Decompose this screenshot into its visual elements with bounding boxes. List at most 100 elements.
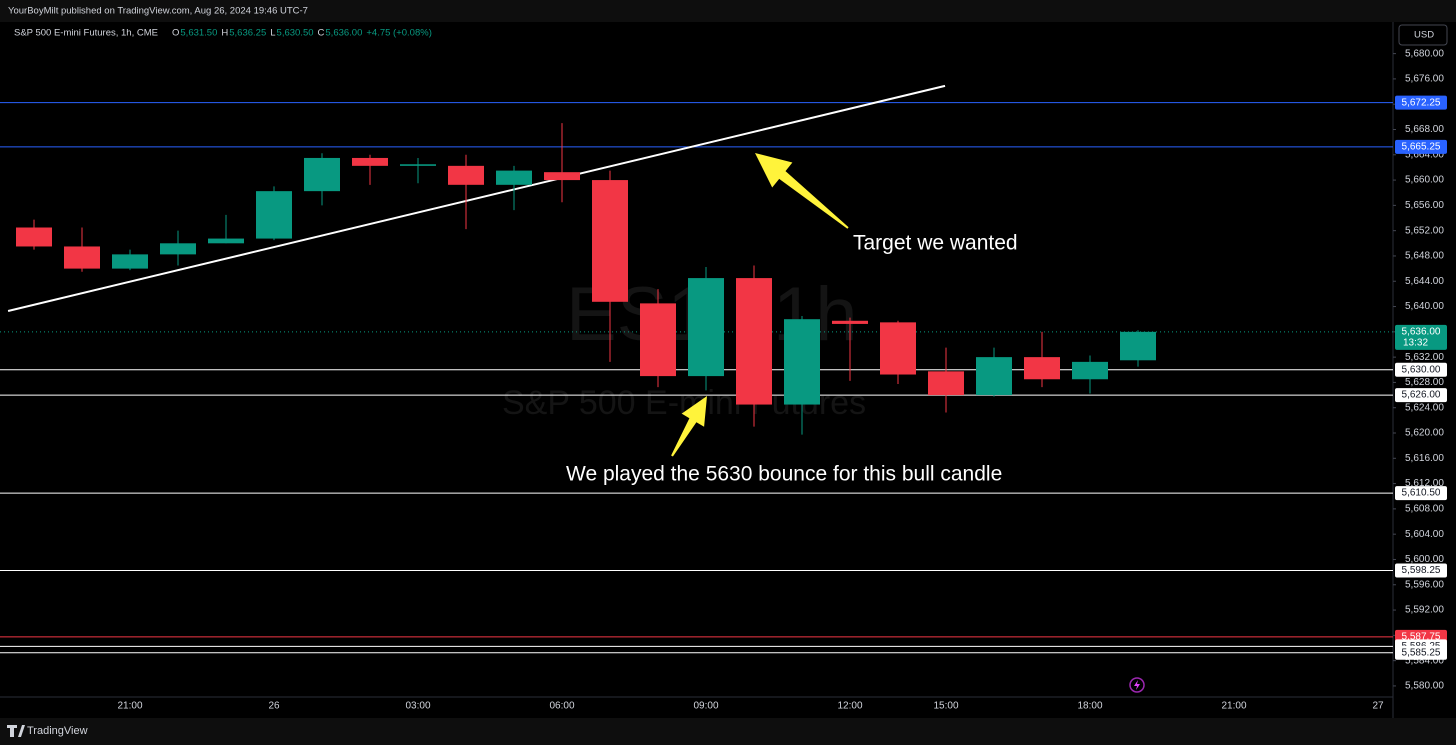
candle-body: [592, 180, 628, 302]
x-tick-label: 15:00: [933, 701, 958, 712]
alert-icon-bolt: [1134, 680, 1140, 690]
candle-body: [400, 164, 436, 166]
level-label: 5,598.25: [1402, 565, 1441, 576]
change: +4.75 (+0.08%): [366, 28, 432, 39]
ohlc-key: L: [270, 28, 275, 39]
candle-body: [1072, 361, 1108, 380]
candle-body: [256, 191, 292, 239]
ohlc-value: 5,631.50: [180, 28, 217, 39]
y-tick-label: 5,648.00: [1405, 251, 1444, 262]
top-bar: [0, 0, 1456, 22]
y-tick-label: 5,628.00: [1405, 377, 1444, 388]
level-label: 5,585.25: [1402, 647, 1441, 658]
x-tick-label: 18:00: [1077, 701, 1102, 712]
currency[interactable]: USD: [1414, 30, 1434, 41]
level-label: 5,610.50: [1402, 488, 1441, 499]
plot: [0, 84, 1393, 654]
trendline: [7, 84, 946, 312]
level-label-box: [1395, 486, 1447, 501]
y-tick-label: 5,676.00: [1405, 74, 1444, 85]
y-tick-label: 5,604.00: [1405, 529, 1444, 540]
level-label: 5,626.00: [1402, 390, 1441, 401]
candle-body: [160, 243, 196, 255]
symbol: S&P 500 E-mini Futures, 1h, CME: [14, 28, 158, 39]
y-tick-label: 5,616.00: [1405, 453, 1444, 464]
y-tick-label: 5,652.00: [1405, 225, 1444, 236]
x-tick-label: 03:00: [405, 701, 430, 712]
y-tick-label: 5,640.00: [1405, 301, 1444, 312]
candle-body: [64, 246, 100, 269]
candle-body: [736, 278, 772, 405]
x-tick-label: 12:00: [837, 701, 862, 712]
candle-body: [544, 172, 580, 181]
arrow: [671, 396, 707, 457]
arrow: [755, 153, 849, 229]
x-tick-label: 21:00: [1221, 701, 1246, 712]
ohlc-value: 5,636.00: [325, 28, 362, 39]
annotation: Target we wanted: [853, 232, 1018, 255]
level-label-box: [1395, 362, 1447, 377]
level-label-box: [1395, 95, 1447, 110]
y-tick-label: 5,656.00: [1405, 200, 1444, 211]
candle-body: [208, 238, 244, 244]
candle-body: [784, 319, 820, 405]
y-tick-label: 5,580.00: [1405, 681, 1444, 692]
candle-body: [1024, 357, 1060, 380]
ohlc-key: C: [318, 28, 325, 39]
level-label-box: [1395, 388, 1447, 403]
candle-body: [112, 254, 148, 269]
y-tick-label: 5,624.00: [1405, 402, 1444, 413]
candle-body: [448, 165, 484, 185]
ohlc-key: O: [172, 28, 179, 39]
y-tick-label: 5,584.00: [1405, 655, 1444, 666]
candle-body: [928, 371, 964, 396]
legend: S&P 500 E-mini Futures, 1h, CME O 5,631.5…: [14, 28, 432, 39]
publisher: YourBoyMilt published on TradingView.com…: [8, 6, 308, 17]
y-tick-label: 5,612.00: [1405, 478, 1444, 489]
annotation: We played the 5630 bounce for this bull …: [566, 463, 1002, 486]
candle-body: [688, 278, 724, 377]
y-tick-label: 5,592.00: [1405, 605, 1444, 616]
bottom-bar: [0, 718, 1456, 745]
x-tick-label: 26: [268, 701, 280, 712]
y-tick-label: 5,620.00: [1405, 428, 1444, 439]
y-tick-label: 5,632.00: [1405, 352, 1444, 363]
level-label-box: [1395, 563, 1447, 578]
candle-body: [640, 303, 676, 377]
candle-body: [832, 320, 868, 324]
candle-body: [304, 157, 340, 192]
level-label: 5,672.25: [1402, 97, 1441, 108]
candle-body: [496, 170, 532, 185]
y-tick-label: 5,680.00: [1405, 48, 1444, 59]
ohlc-value: 5,636.25: [229, 28, 266, 39]
brand: TradingView: [27, 725, 88, 737]
level-label-box: [1395, 139, 1447, 154]
x-tick-label: 06:00: [549, 701, 574, 712]
x-tick-label: 27: [1372, 701, 1384, 712]
ohlc-value: 5,630.50: [277, 28, 314, 39]
level-label: 5,630.00: [1402, 364, 1441, 375]
y-tick-label: 5,600.00: [1405, 554, 1444, 565]
brand-logo: [7, 725, 25, 737]
alert-icon[interactable]: [1129, 677, 1145, 693]
last-price-label: 5,636.00: [1402, 326, 1441, 337]
level-label: 5,665.25: [1402, 142, 1441, 153]
ohlc-key: H: [221, 28, 228, 39]
y-tick-label: 5,664.00: [1405, 149, 1444, 160]
x-tick-label: 21:00: [117, 701, 142, 712]
candle-body: [16, 227, 52, 247]
candle-body: [1120, 331, 1156, 361]
x-tick-label: 09:00: [693, 701, 718, 712]
y-tick-label: 5,608.00: [1405, 504, 1444, 515]
level-label: 5,587.75: [1402, 632, 1441, 643]
level-label-box: [1395, 645, 1447, 660]
currency-button[interactable]: [1398, 24, 1448, 46]
y-tick-label: 5,668.00: [1405, 124, 1444, 135]
candle-body: [880, 322, 916, 375]
y-tick-label: 5,644.00: [1405, 276, 1444, 287]
candle-body: [352, 157, 388, 166]
candle-body: [976, 357, 1012, 396]
last-price-box: [1395, 324, 1447, 350]
